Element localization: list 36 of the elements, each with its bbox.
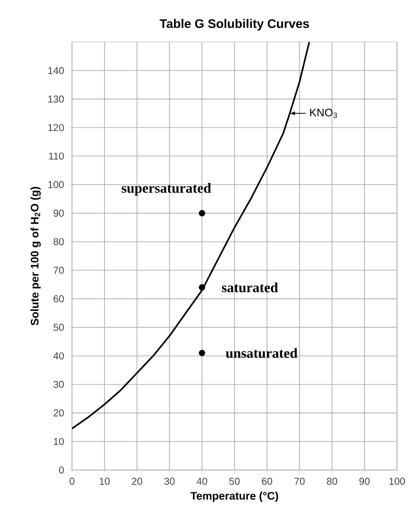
y-tick-label: 60 bbox=[54, 295, 64, 302]
point bbox=[198, 350, 206, 356]
x-tick-label: 70 bbox=[294, 478, 305, 485]
y-tick-label: 110 bbox=[49, 152, 64, 160]
x-tick-label: 40 bbox=[196, 478, 208, 485]
y-tick-label: 100 bbox=[48, 181, 64, 188]
y-axis-title: Solute per 100 g of H$_{2}$O (g) bbox=[30, 186, 41, 326]
y-tick-label: 80 bbox=[54, 238, 64, 246]
point bbox=[198, 210, 206, 216]
y-tick-label: 130 bbox=[48, 96, 64, 103]
y-tick-label: 0 bbox=[59, 466, 64, 474]
x-tick-label: 80 bbox=[326, 478, 338, 485]
y-tick-label: 120 bbox=[48, 124, 64, 132]
y-tick-label: 50 bbox=[54, 324, 64, 331]
x-tick-label: 90 bbox=[359, 478, 370, 485]
y-tick-label: 90 bbox=[54, 210, 64, 217]
x-tick-label: 30 bbox=[164, 478, 175, 485]
y-tick-label: 140 bbox=[48, 67, 64, 74]
point bbox=[198, 284, 206, 291]
x-tick-label: 20 bbox=[132, 478, 142, 485]
x-tick-label: 10 bbox=[100, 478, 110, 485]
y-tick-label: 70 bbox=[54, 266, 64, 274]
annotation: unsaturated bbox=[226, 348, 298, 358]
legend-label: KNO$_{3}$ bbox=[310, 108, 337, 118]
x-tick-label: 50 bbox=[229, 478, 240, 485]
x-tick-label: 60 bbox=[262, 478, 272, 485]
y-tick-label: 40 bbox=[53, 352, 64, 360]
y-tick-label: 20 bbox=[54, 409, 64, 416]
y-tick-label: 10 bbox=[54, 438, 64, 445]
annotation: saturated bbox=[222, 282, 278, 292]
annotation: supersaturated bbox=[122, 183, 212, 196]
y-tick-label: 30 bbox=[54, 380, 64, 388]
chart-title: Table G Solubility Curves bbox=[160, 18, 309, 30]
x-axis-title: Temperature (°C) bbox=[190, 492, 278, 502]
x-tick-label: 0 bbox=[70, 478, 74, 485]
x-tick-label: 100 bbox=[389, 478, 405, 485]
